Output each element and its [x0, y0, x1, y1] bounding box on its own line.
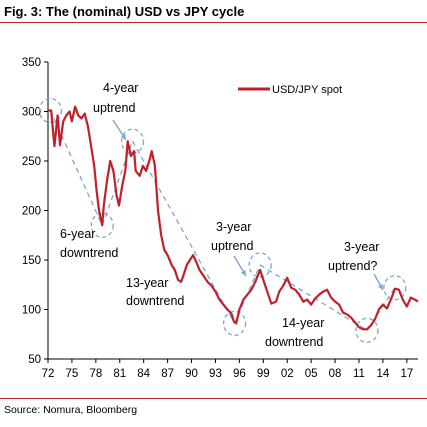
usd-jpy-chart: 50 100 150 200 250 300 350 72 75 78 81 84 87 90 93 96 9…	[22, 57, 419, 380]
trend-line	[131, 140, 236, 324]
turning-point-circle	[38, 97, 63, 124]
trend-line	[259, 264, 368, 331]
y-tick-label: 100	[22, 305, 41, 317]
x-tick-label: 81	[113, 368, 126, 380]
source-note: Source: Nomura, Bloomberg	[4, 404, 138, 416]
annotation-14-year-downtrend: 14-year downtrend	[265, 316, 324, 349]
x-tick-label: 78	[89, 368, 102, 380]
annotation-arrowhead	[120, 134, 126, 140]
x-tick-label: 11	[353, 368, 365, 380]
legend: USD/JPY spot	[238, 84, 342, 96]
y-tick-label: 300	[22, 107, 41, 119]
annotation-arrowhead	[378, 284, 383, 290]
turning-point-circle	[355, 317, 379, 343]
annotation-13-year-downtrend: 13-year downtrend	[126, 276, 184, 308]
turning-point-circle	[222, 310, 247, 337]
x-tick-label: 05	[305, 368, 318, 380]
annotation-3-year-uptrend-question: 3-year uptrend?	[328, 240, 379, 273]
annotation-line-2: uptrend	[93, 101, 135, 115]
annotation-line-2: downtrend	[265, 335, 323, 349]
annotation-line-1: 13-year	[126, 276, 168, 290]
x-tick-label: 02	[281, 368, 294, 380]
y-tick-label: 250	[22, 156, 41, 168]
x-tick-label: 96	[233, 368, 246, 380]
y-tick-label: 200	[22, 206, 41, 218]
x-tick-label: 90	[185, 368, 198, 380]
annotation-arrowhead	[240, 270, 246, 276]
footer-rule	[0, 398, 427, 399]
y-tick-label: 350	[22, 57, 41, 69]
turning-point-circle	[248, 252, 272, 278]
x-tick-label: 17	[400, 368, 413, 380]
turning-point-circle	[383, 275, 407, 301]
x-tick-label: 14	[377, 368, 390, 380]
annotation-line-2: uptrend?	[328, 259, 377, 273]
annotation-line-1: 3-year	[216, 220, 251, 234]
legend-label: USD/JPY spot	[272, 84, 342, 96]
x-tick-label: 75	[66, 368, 79, 380]
x-tick-label: 87	[161, 368, 174, 380]
x-tick-label: 93	[209, 368, 222, 380]
x-tick-label: 99	[257, 368, 270, 380]
x-tick-label: 08	[329, 368, 342, 380]
x-axis-ticks: 72 75 78 81 84 87 90 93 96 99 02 05 08 11 14 17	[42, 359, 413, 380]
annotation-line-2: uptrend	[211, 239, 253, 253]
annotation-line-1: 4-year	[103, 81, 138, 95]
annotation-4-year-uptrend: 4-year uptrend	[93, 81, 138, 115]
y-tick-label: 150	[22, 255, 41, 267]
annotation-line-2: downtrend	[126, 294, 184, 308]
annotation-line-2: downtrend	[60, 246, 118, 260]
title-rule	[0, 22, 427, 23]
annotation-line-1: 3-year	[344, 240, 379, 254]
y-axis-ticks: 50 100 150 200 250 300 350	[22, 57, 48, 366]
annotation-line-1: 14-year	[282, 316, 324, 330]
annotation-6-year-downtrend: 6-year downtrend	[60, 227, 118, 260]
annotation-line-1: 6-year	[60, 227, 95, 241]
x-tick-label: 84	[137, 368, 150, 380]
turning-point-circle	[90, 212, 114, 239]
annotation-3-year-uptrend: 3-year uptrend	[211, 220, 253, 253]
chart-axes: 50 100 150 200 250 300 350 72 75 78 81 84 87 90 93 96 9…	[22, 57, 418, 380]
series-line-usd-jpy	[48, 105, 419, 331]
y-tick-label: 50	[28, 354, 41, 366]
figure-title: Fig. 3: The (nominal) USD vs JPY cycle	[4, 4, 245, 19]
x-tick-label: 72	[42, 368, 55, 380]
